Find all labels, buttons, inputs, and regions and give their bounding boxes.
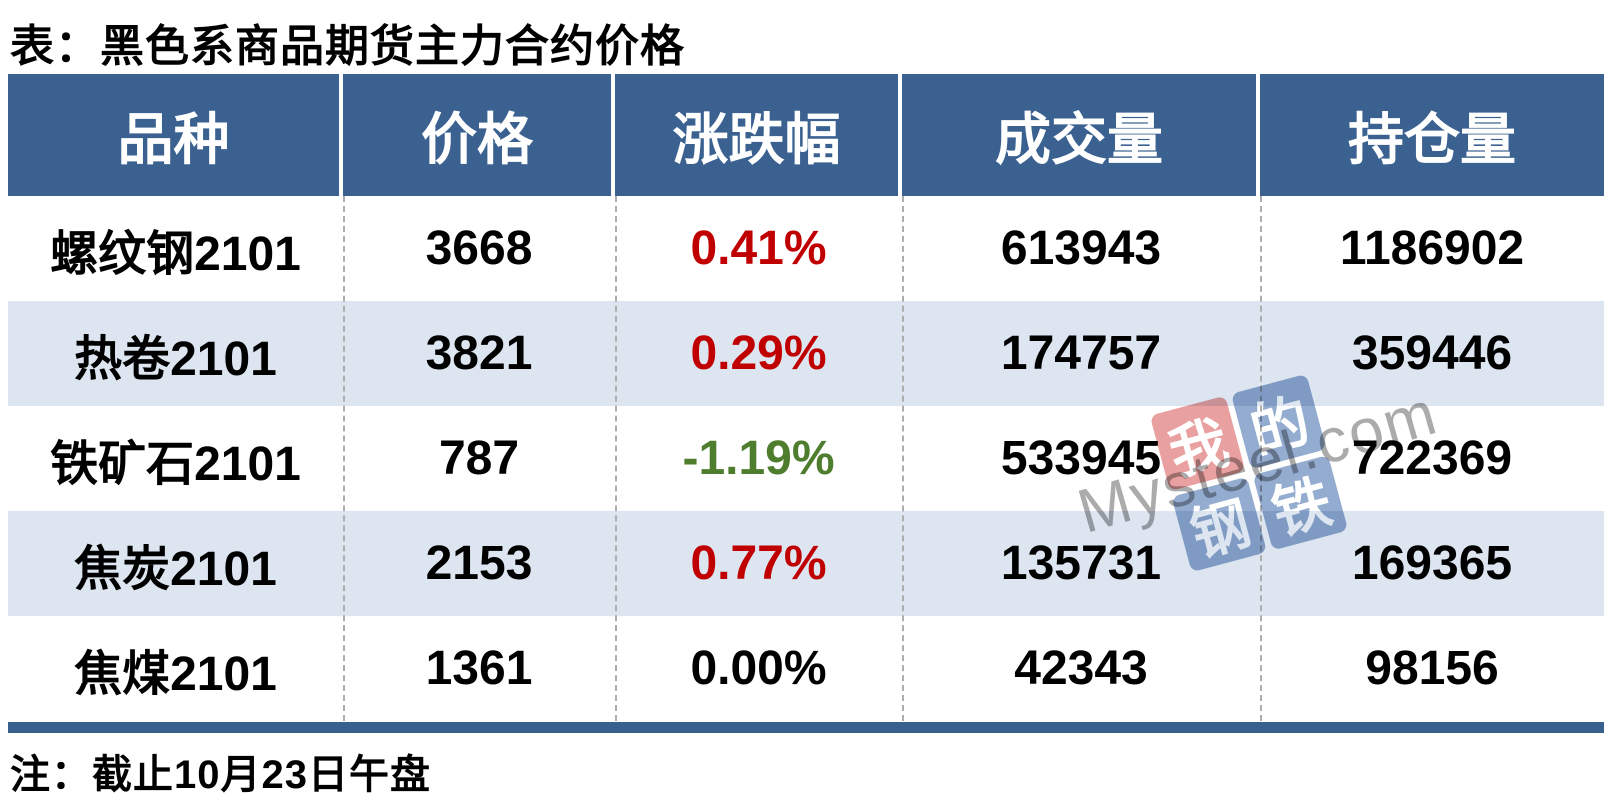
variety-cell: 螺纹钢2101 xyxy=(50,227,301,281)
variety-cell: 铁矿石2101 xyxy=(50,437,301,491)
open-interest-cell: 1186902 xyxy=(1339,222,1525,275)
price-cell: 2153 xyxy=(425,537,533,590)
open-interest-cell: 98156 xyxy=(1365,642,1499,695)
variety-cell: 焦煤2101 xyxy=(74,647,277,701)
variety-cell: 热卷2101 xyxy=(74,332,277,386)
change-cell: 0.41% xyxy=(690,222,827,275)
table-bottom-rule xyxy=(8,722,1604,733)
change-cell: 0.29% xyxy=(690,327,827,380)
volume-cell: 174757 xyxy=(1000,327,1162,380)
table-header-row: 品种 价格 涨跌幅 成交量 持仓量 xyxy=(8,74,1604,196)
table-row-iron-ore: 铁矿石2101 787 -1.19% 533945 722369 xyxy=(8,406,1604,511)
open-interest-cell: 722369 xyxy=(1351,432,1513,485)
page-title: 表：黑色系商品期货主力合约价格 xyxy=(10,22,685,71)
change-cell: 0.77% xyxy=(690,537,827,590)
volume-cell: 533945 xyxy=(1000,432,1162,485)
table-body: 螺纹钢2101 3668 0.41% 613943 1186902 热卷2101… xyxy=(8,196,1604,721)
header-change: 涨跌幅 xyxy=(615,74,902,196)
futures-price-table: 品种 价格 涨跌幅 成交量 持仓量 螺纹钢2101 3668 0.41% 613… xyxy=(8,74,1604,733)
table-row-coking-coal: 焦煤2101 1361 0.00% 42343 98156 xyxy=(8,616,1604,721)
variety-cell: 焦炭2101 xyxy=(74,542,277,596)
change-cell: 0.00% xyxy=(690,642,827,695)
table-row-hot-coil: 热卷2101 3821 0.29% 174757 359446 xyxy=(8,301,1604,406)
header-open-interest: 持仓量 xyxy=(1348,109,1516,172)
volume-cell: 135731 xyxy=(1000,537,1162,590)
header-volume: 成交量 xyxy=(902,74,1260,196)
price-cell: 3821 xyxy=(425,327,533,380)
open-interest-cell: 359446 xyxy=(1351,327,1513,380)
footnote: 注：截止10月23日午盘 xyxy=(10,753,431,797)
price-cell: 1361 xyxy=(425,642,533,695)
table-row-coke: 焦炭2101 2153 0.77% 135731 169365 xyxy=(8,511,1604,616)
price-cell: 3668 xyxy=(425,222,533,275)
change-cell: -1.19% xyxy=(682,432,835,485)
volume-cell: 613943 xyxy=(1000,222,1162,275)
header-price: 价格 xyxy=(343,74,615,196)
open-interest-cell: 169365 xyxy=(1351,537,1513,590)
volume-cell: 42343 xyxy=(1014,642,1148,695)
price-cell: 787 xyxy=(438,432,520,485)
header-variety: 品种 xyxy=(8,74,343,196)
table-row-rebar: 螺纹钢2101 3668 0.41% 613943 1186902 xyxy=(8,196,1604,301)
